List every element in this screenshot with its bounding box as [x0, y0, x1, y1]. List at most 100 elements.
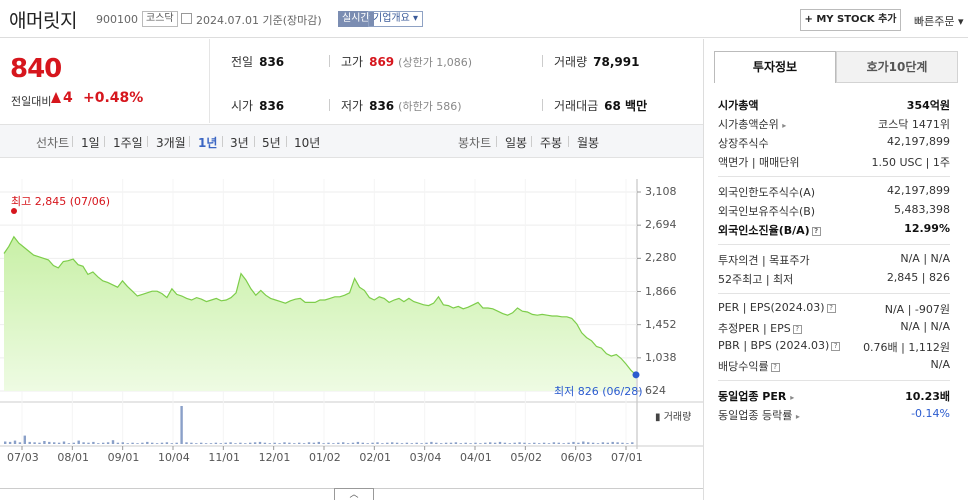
foreign-ratio-text: 외국인소진율(B/A): [718, 224, 810, 237]
x-tick-label: 06/03: [560, 451, 593, 464]
open-value: 836: [259, 99, 285, 113]
volume-bar: [484, 442, 487, 444]
divider: [542, 99, 543, 111]
current-price: 840: [10, 54, 62, 84]
help-icon[interactable]: ?: [811, 226, 821, 236]
volume-bar: [601, 442, 605, 444]
volume-bar: [234, 443, 237, 444]
tab-investment-info[interactable]: 투자정보: [714, 51, 836, 83]
volume-bar: [214, 442, 218, 444]
divider: [542, 55, 543, 67]
est-per-value: N/A | N/A: [900, 320, 950, 333]
foreign-limit-row: 외국인한도주식수(A) 42,197,899: [718, 182, 950, 201]
period-1w[interactable]: 1주일: [113, 136, 143, 150]
listed-shares-value: 42,197,899: [887, 135, 950, 148]
dividend-value: N/A: [930, 358, 950, 371]
x-tick-label: 04/01: [460, 451, 492, 464]
help-icon[interactable]: ?: [792, 324, 802, 334]
period-1d[interactable]: 1일: [81, 136, 100, 150]
volume-bar: [293, 443, 296, 444]
volume-bar: [591, 442, 595, 444]
period-3y[interactable]: 3년: [230, 136, 249, 150]
divider: [104, 136, 105, 147]
volume-bar: [278, 443, 281, 444]
volume-bar: [621, 442, 624, 444]
pbr-row: PBR | BPS (2024.03)? 0.76배 | 1,112원: [718, 337, 950, 356]
y-tick-label: 624: [645, 384, 666, 397]
listed-shares-label: 상장주식수: [718, 137, 769, 150]
volume-bar: [469, 443, 472, 444]
volume-bar: [151, 442, 154, 444]
my-stock-add-button[interactable]: + MY STOCK 추가: [800, 9, 901, 31]
volume-bar: [200, 442, 203, 444]
corp-info-dropdown[interactable]: 기업개요 ▾: [368, 11, 424, 27]
volume-bar: [67, 443, 71, 444]
help-icon[interactable]: ?: [831, 341, 841, 351]
base-date: 2024.07.01 기준(장마감): [196, 14, 322, 27]
y-tick-label: 1,866: [645, 284, 677, 298]
per-row: PER | EPS(2024.03)? N/A | -907원: [718, 299, 950, 318]
high-price: 고가 869 (상한가 1,086): [341, 53, 472, 70]
candle-daily[interactable]: 일봉: [505, 136, 528, 150]
volume-bar: [33, 442, 36, 444]
foreign-ratio-value: 12.99%: [904, 222, 950, 235]
y-tick-label: 1,038: [645, 350, 677, 364]
cap-rank-value: 코스닥 1471위: [878, 118, 950, 131]
volume-bar: [258, 441, 262, 444]
volume-bar: [111, 440, 115, 444]
sector-per-label: 동일업종 PER ▸: [718, 388, 794, 404]
high-marker: [11, 208, 17, 214]
candle-chart-label: 봉차트: [458, 136, 492, 150]
chevron-down-icon: ▾: [957, 15, 964, 28]
volume-bar: [298, 442, 301, 444]
help-icon[interactable]: ?: [826, 303, 836, 313]
tab-orderbook[interactable]: 호가10단계: [836, 51, 958, 83]
prev-close-value: 836: [259, 55, 285, 69]
candle-weekly[interactable]: 주봉: [540, 136, 563, 150]
volume-bar: [356, 441, 360, 444]
high-value: 869: [369, 55, 395, 69]
sector-per-value: 10.23배: [905, 390, 950, 403]
volume-bar: [572, 441, 575, 444]
volume-bar: [582, 441, 585, 444]
period-1y[interactable]: 1년: [198, 136, 218, 150]
divider: [286, 136, 287, 147]
sector-rate-text: 동일업종 등락률: [718, 409, 793, 422]
per-value: N/A | -907원: [884, 303, 950, 316]
quick-order-link[interactable]: 빠른주문 ▾: [914, 13, 964, 29]
volume-bar: [489, 442, 492, 444]
x-tick-label: 07/03: [7, 451, 39, 464]
volume-bar: [631, 442, 634, 444]
stock-name: 애머릿지: [9, 10, 77, 32]
collapse-chart-button[interactable]: ︿: [334, 488, 374, 500]
divider: [718, 176, 950, 177]
volume-value: 78,991: [593, 55, 640, 69]
candle-monthly[interactable]: 월봉: [577, 136, 600, 150]
y-tick-label: 2,694: [645, 218, 677, 232]
volume-bar: [106, 442, 110, 444]
volume-bar: [43, 441, 46, 444]
divider: [568, 136, 569, 147]
volume-bar: [381, 443, 384, 444]
volume-bar: [170, 443, 173, 444]
volume-bar: [444, 442, 448, 444]
price-chart[interactable]: 최고 2,845 (07/06) 최저 826 (06/28) 3,108 2,6…: [0, 159, 703, 500]
help-icon[interactable]: ?: [770, 362, 780, 372]
upper-limit: (상한가 1,086): [398, 56, 473, 69]
volume-bar: [342, 442, 345, 444]
foreign-ratio-row: 외국인소진율(B/A)? 12.99%: [718, 220, 950, 239]
realtime-button[interactable]: 실시간: [338, 11, 374, 27]
volume-bar: [415, 442, 418, 444]
volume-bar: [533, 442, 536, 444]
period-10y[interactable]: 10년: [294, 136, 321, 150]
period-3m[interactable]: 3개월: [156, 136, 186, 150]
x-tick-label: 03/04: [409, 451, 442, 464]
per-text: PER | EPS(2024.03): [718, 301, 825, 314]
volume-bar: [464, 442, 467, 444]
volume-bar: [361, 442, 364, 444]
volume-bar: [479, 443, 482, 444]
investment-info-panel: 투자정보 호가10단계 시가총액 354억원 시가총액순위 ▸ 코스닥 1471위 …: [703, 39, 968, 500]
volume-bar: [626, 443, 629, 444]
volume-bar: [327, 442, 330, 444]
period-5y[interactable]: 5년: [262, 136, 281, 150]
